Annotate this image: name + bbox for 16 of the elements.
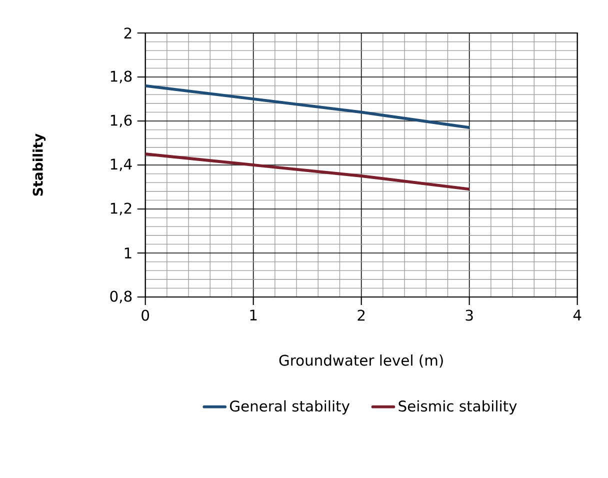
x-tick-label: 3 (466, 310, 473, 321)
y-tick-label: 1,2 (110, 202, 132, 216)
legend-label: Seismic stability (398, 400, 517, 414)
x-tick-label: 0 (142, 310, 150, 321)
x-tick-label: 2 (358, 310, 365, 321)
y-tick-label: 1 (124, 248, 132, 258)
y-tick-label: 1,6 (110, 114, 132, 128)
y-tick-label: 1,4 (110, 158, 132, 172)
legend-label: General stability (230, 400, 350, 414)
y-tick-label: 2 (124, 28, 132, 38)
x-tick-label: 1 (250, 310, 257, 320)
y-axis-title: Stability (32, 134, 46, 196)
y-tick-label: 0,8 (110, 290, 132, 304)
x-tick-label: 4 (573, 310, 582, 320)
x-axis-title: Groundwater level (m) (279, 354, 443, 368)
y-tick-label: 1,8 (110, 70, 132, 84)
